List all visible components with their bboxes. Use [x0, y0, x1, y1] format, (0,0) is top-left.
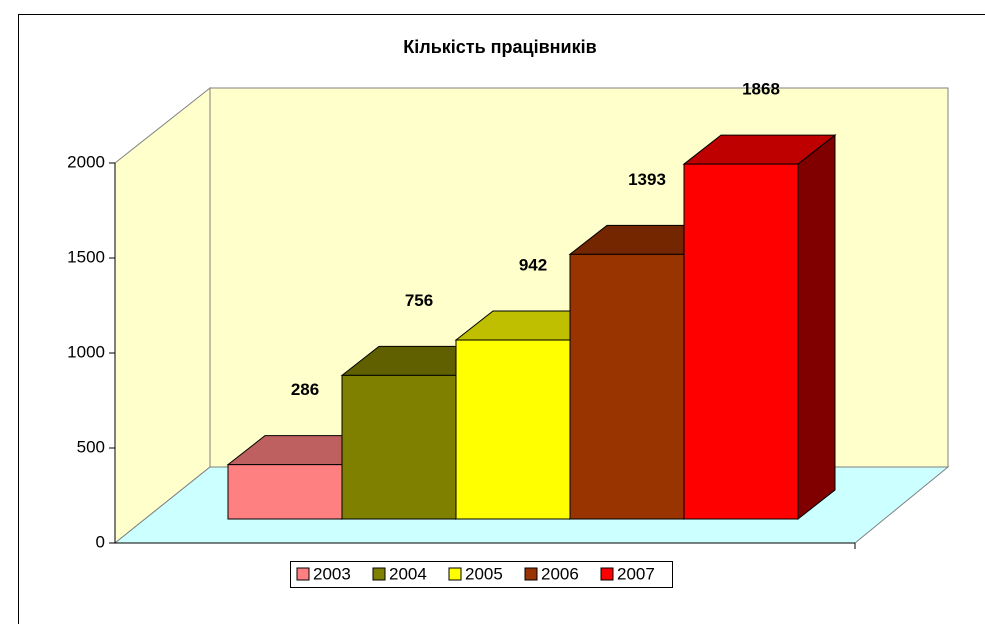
y-tick-label: 1500 — [67, 247, 105, 266]
legend-label: 2007 — [617, 564, 655, 583]
bar-side — [797, 134, 836, 521]
bar — [341, 374, 457, 520]
chart-title: Кількість працівників — [403, 37, 596, 57]
bar — [455, 339, 571, 520]
value-label: 1868 — [742, 80, 780, 99]
y-tick-label: 2000 — [67, 152, 105, 171]
value-label: 1393 — [628, 170, 666, 189]
side-wall — [114, 86, 211, 545]
legend-swatch — [600, 567, 614, 581]
legend-swatch — [372, 567, 386, 581]
value-label: 756 — [405, 291, 433, 310]
bar — [683, 163, 799, 520]
legend-swatch — [524, 567, 538, 581]
legend-label: 2006 — [541, 564, 579, 583]
legend-label: 2003 — [313, 564, 351, 583]
legend-swatch — [296, 567, 310, 581]
legend-label: 2004 — [389, 564, 427, 583]
value-label: 942 — [519, 256, 547, 275]
bar — [227, 464, 343, 520]
legend-label: 2005 — [465, 564, 503, 583]
y-tick-label: 1000 — [67, 342, 105, 361]
legend-swatch — [448, 567, 462, 581]
bar — [569, 253, 685, 520]
y-tick-label: 0 — [96, 532, 105, 551]
value-label: 286 — [291, 380, 319, 399]
y-tick-label: 500 — [77, 437, 105, 456]
